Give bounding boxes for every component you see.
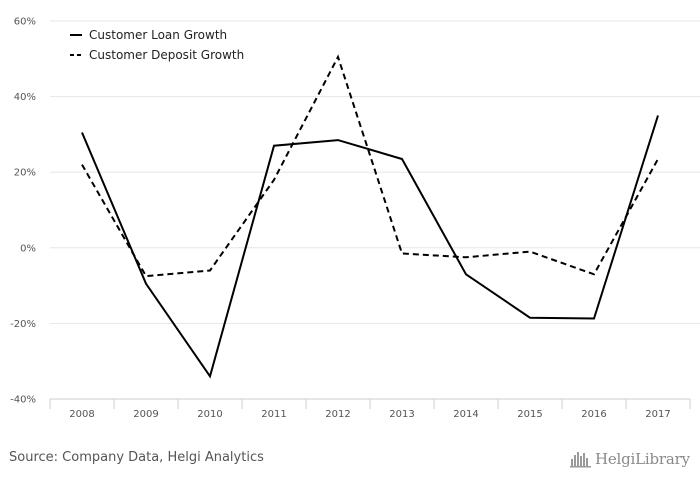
legend: Customer Loan Growth Customer Deposit Gro… [70,28,244,62]
x-tick-label: 2011 [261,409,286,420]
source-note: Source: Company Data, Helgi Analytics [9,450,264,465]
x-tick-label: 2012 [325,409,350,420]
x-tick-label: 2013 [389,409,414,420]
cityscape-logo-icon [570,452,591,468]
x-tick-label: 2008 [69,409,94,420]
y-axis-labels: 60% 40% 20% 0% -20% -40% [10,17,36,406]
x-tick-label: 2010 [197,409,222,420]
y-tick-label: 20% [14,168,36,179]
x-axis [49,398,691,409]
helgi-library-logo: HelgiLibrary [570,448,690,470]
x-tick-label: 2015 [517,409,542,420]
series-lines [81,54,659,379]
x-tick-label: 2016 [581,409,606,420]
loan-growth-line [81,115,659,379]
y-tick-label: 40% [14,92,36,103]
logo-text: HelgiLibrary [595,450,690,468]
y-tick-label: 0% [20,243,36,254]
y-tick-label: -20% [10,319,36,330]
legend-label: Customer Deposit Growth [89,48,244,62]
y-tick-label: -40% [10,395,36,406]
x-axis-labels: 2008 2009 2010 2011 2012 2013 2014 2015 2016 2017 [69,409,670,420]
x-tick-label: 2009 [133,409,158,420]
y-tick-label: 60% [14,17,36,28]
deposit-growth-line [81,54,659,278]
x-tick-label: 2017 [645,409,670,420]
legend-label: Customer Loan Growth [89,28,227,42]
x-tick-label: 2014 [453,409,478,420]
